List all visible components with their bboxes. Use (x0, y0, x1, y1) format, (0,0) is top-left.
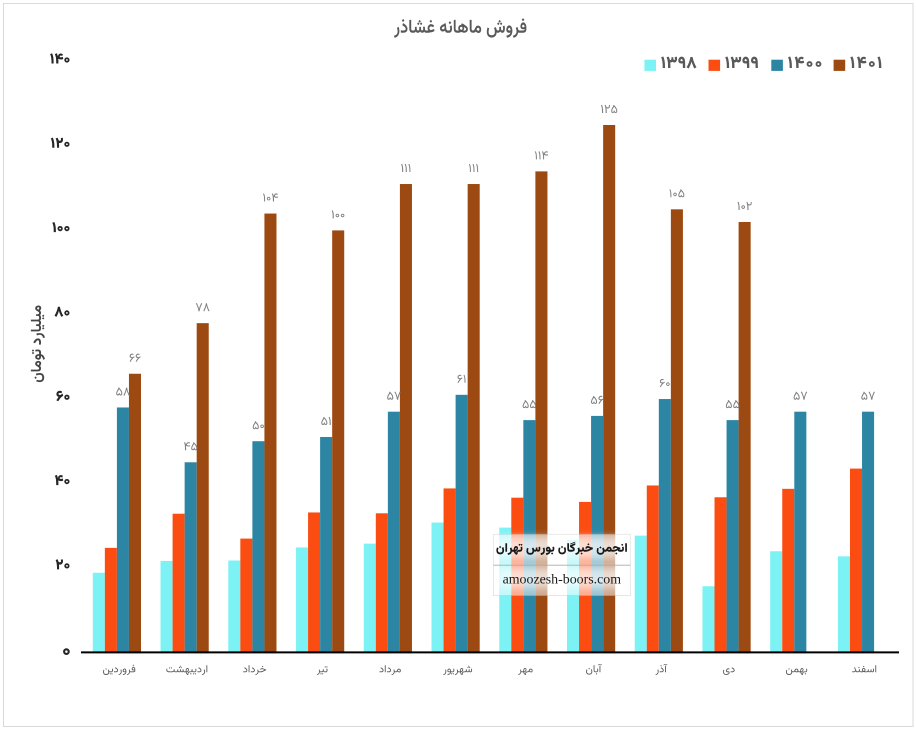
svg-text:amoozesh-boors.com: amoozesh-boors.com (503, 573, 622, 588)
